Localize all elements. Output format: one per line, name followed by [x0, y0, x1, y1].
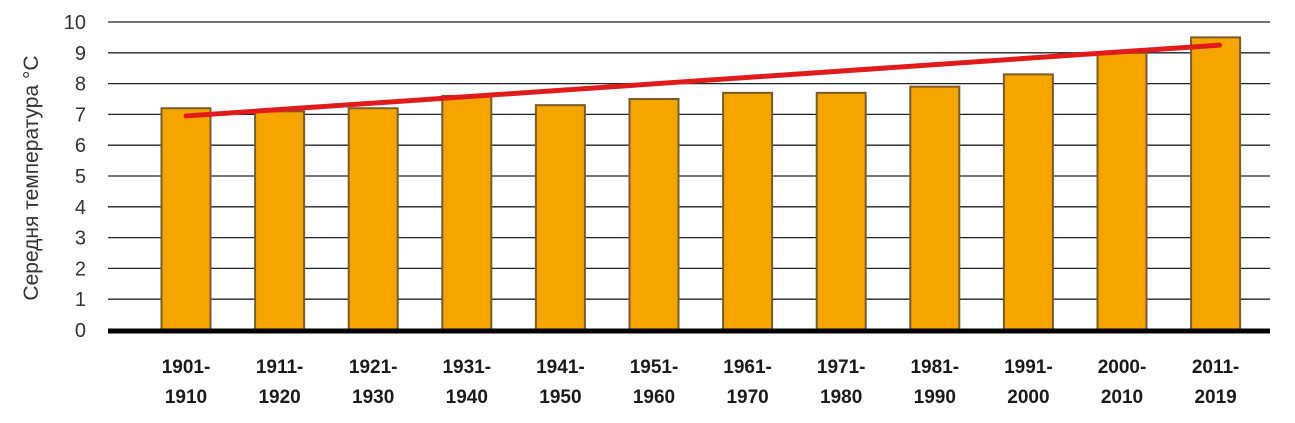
x-tick-label: 2010	[1101, 387, 1143, 408]
x-tick-label: 1980	[820, 387, 862, 408]
x-tick-label: 1941-	[536, 357, 585, 378]
bar	[815, 91, 867, 331]
x-tick-label: 1911-	[256, 357, 304, 378]
x-tick-label: 2011-	[1192, 357, 1240, 378]
x-tick-label: 1951-	[630, 357, 679, 378]
bar	[1190, 36, 1242, 332]
y-tick-labels: 0 1 2 3 4 5 6 7 8 9 10	[64, 12, 86, 342]
bar	[909, 85, 961, 332]
x-tick-label: 2000-	[1098, 357, 1147, 378]
x-tick-label: 1981-	[910, 357, 959, 378]
x-tick-label: 2000	[1007, 387, 1049, 408]
trend-line	[183, 42, 1223, 119]
y-tick-label: 3	[75, 228, 86, 250]
y-tick-label: 6	[75, 135, 86, 157]
category-labels: 1901- 1910 1911- 1920 1921- 1930 1931- 1940 1941…	[162, 357, 1240, 408]
x-tick-label: 1901-	[162, 357, 211, 378]
x-tick-label: 1970	[726, 387, 768, 408]
bar	[722, 91, 774, 331]
x-tick-label: 1990	[914, 387, 956, 408]
y-tick-label: 4	[75, 197, 86, 219]
y-tick-label: 0	[75, 320, 86, 342]
bar	[347, 107, 399, 331]
y-tick-label: 2	[75, 258, 86, 280]
y-axis-label: Середня температура °C	[20, 55, 43, 300]
y-tick-label: 5	[75, 166, 86, 188]
y-tick-label: 7	[75, 104, 86, 126]
bar	[534, 104, 586, 331]
bar	[160, 107, 212, 331]
x-tick-label: 1971-	[817, 357, 866, 378]
y-tick-label: 10	[64, 12, 86, 34]
x-tick-label: 1961-	[723, 357, 772, 378]
x-tick-label: 1920	[258, 387, 300, 408]
x-tick-label: 2019	[1194, 387, 1236, 408]
x-tick-label: 1931-	[442, 357, 491, 378]
x-tick-label: 1940	[446, 387, 488, 408]
x-tick-label: 1991-	[1004, 357, 1053, 378]
x-tick-label: 1950	[539, 387, 581, 408]
bar	[1002, 73, 1054, 331]
bar	[254, 110, 306, 331]
x-tick-label: 1930	[352, 387, 394, 408]
bar	[1096, 51, 1148, 332]
bar	[628, 98, 680, 331]
bar	[441, 94, 493, 331]
x-tick-label: 1921-	[349, 357, 398, 378]
x-tick-label: 1910	[165, 387, 207, 408]
y-tick-label: 9	[75, 43, 86, 65]
x-tick-label: 1960	[633, 387, 675, 408]
y-tick-label: 1	[75, 289, 86, 311]
y-tick-label: 8	[75, 74, 86, 96]
